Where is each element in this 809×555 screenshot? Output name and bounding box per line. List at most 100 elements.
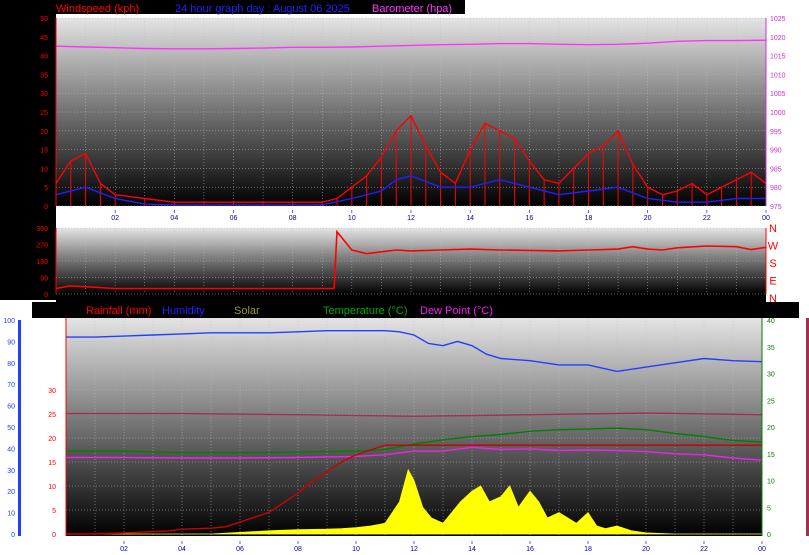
x-tick-label-14: 14 <box>468 546 476 553</box>
wind-y-tick-25: 25 <box>40 110 48 117</box>
humidity-y-ticks: 0 10 20 30 40 50 60 70 80 90 100 <box>3 318 15 539</box>
wind-y-tick-30: 30 <box>40 91 48 98</box>
graph-title: 24 hour graph day : August 06 2025 <box>175 3 350 15</box>
rain-y-tick-20: 20 <box>48 436 56 443</box>
legend-rainfall: Rainfall (mm) <box>86 305 151 317</box>
humidity-y-tick-80: 80 <box>7 361 15 368</box>
windspeed-label: Windspeed (kph) <box>56 3 139 15</box>
x-tick-label-16: 16 <box>526 546 534 553</box>
temp-y-tick-40: 40 <box>767 318 775 325</box>
climate-x-ticks: 02 04 06 08 10 12 14 16 18 20 22 00 <box>120 541 766 553</box>
solar-area <box>66 468 762 535</box>
x-tick-label-22: 22 <box>700 546 708 553</box>
rain-y-tick-10: 10 <box>48 484 56 491</box>
wind-y-tick-20: 20 <box>40 129 48 136</box>
x-tick-label-10: 10 <box>348 215 356 222</box>
x-tick-label-06: 06 <box>236 546 244 553</box>
dir-series <box>55 229 767 290</box>
compass-label-S-2: S <box>769 258 776 270</box>
dir-gridlines <box>55 227 767 295</box>
wind-direction-line <box>55 229 767 290</box>
x-tick-label-14: 14 <box>466 215 474 222</box>
rainfall-line <box>66 444 762 535</box>
dir-y-tick-90: 90 <box>40 276 48 283</box>
wind-y-tick-40: 40 <box>40 54 48 61</box>
temp-y-tick-30: 30 <box>767 372 775 379</box>
humidity-y-tick-90: 90 <box>7 339 15 346</box>
humidity-y-tick-30: 30 <box>7 468 15 475</box>
indoor-temperature-line <box>66 412 763 418</box>
barometer-label: Barometer (hpa) <box>372 3 452 15</box>
x-tick-label-12: 12 <box>407 215 415 222</box>
x-tick-label-22: 22 <box>703 215 711 222</box>
compass-label-N-4: N <box>769 293 777 305</box>
climate-panel: 0 10 20 30 40 50 60 70 80 90 100 0 5 10 15 20 25 30 0 5 10… <box>0 302 809 555</box>
legend-solar: Solar <box>234 305 260 317</box>
wind-y-tick-0: 0 <box>44 204 48 211</box>
x-tick-label-16: 16 <box>525 215 533 222</box>
temp-y-tick-35: 35 <box>767 345 775 352</box>
x-tick-label-08: 08 <box>289 215 297 222</box>
x-tick-label-08: 08 <box>294 546 302 553</box>
baro-y-tick-975: 975 <box>770 204 782 211</box>
baro-y-tick-1020: 1020 <box>770 35 786 42</box>
baro-y-tick-990: 990 <box>770 148 782 155</box>
humidity-y-tick-0: 0 <box>11 532 15 539</box>
dir-y-tick-270: 270 <box>36 243 48 250</box>
wind-y-tick-10: 10 <box>40 166 48 173</box>
humidity-y-tick-60: 60 <box>7 404 15 411</box>
wind-y-tick-5: 5 <box>44 185 48 192</box>
baro-y-tick-1025: 1025 <box>770 16 786 23</box>
legend-humidity: Humidity <box>162 305 205 317</box>
temp-y-ticks: 0 5 10 15 20 25 30 35 40 <box>767 318 775 539</box>
wind-y-tick-50: 50 <box>40 16 48 23</box>
temp-y-tick-10: 10 <box>767 479 775 486</box>
wind-x-ticks: 02 04 06 08 10 12 14 16 18 20 22 00 <box>111 210 770 222</box>
temp-y-tick-0: 0 <box>767 532 771 539</box>
humidity-y-tick-20: 20 <box>7 489 15 496</box>
x-tick-label-02: 02 <box>120 546 128 553</box>
humidity-y-tick-70: 70 <box>7 382 15 389</box>
x-tick-label-20: 20 <box>642 546 650 553</box>
windspeed-average-line <box>55 175 766 206</box>
climate-series <box>66 330 763 535</box>
baro-y-ticks: 975 980 985 990 995 1000 1005 1010 1015 1020 1025 <box>770 16 786 211</box>
humidity-y-tick-50: 50 <box>7 425 15 432</box>
x-tick-label-18: 18 <box>584 546 592 553</box>
wind-y-ticks: 0 5 10 15 20 25 30 35 40 45 50 <box>40 16 48 211</box>
dewpoint-line <box>66 446 763 461</box>
humidity-y-tick-100: 100 <box>3 318 15 325</box>
legend-dewpoint: Dew Point (°C) <box>420 305 493 317</box>
baro-axis-area <box>766 8 809 224</box>
rain-y-tick-30: 30 <box>48 388 56 395</box>
x-tick-label-12: 12 <box>410 546 418 553</box>
compass-label-E-3: E <box>769 276 776 288</box>
wind-y-tick-45: 45 <box>40 35 48 42</box>
rain-y-tick-25: 25 <box>48 412 56 419</box>
dir-bottom-band <box>56 294 766 302</box>
dir-y-tick-180: 180 <box>36 259 48 266</box>
windspeed-line <box>55 114 767 203</box>
temperature-line <box>66 427 763 454</box>
baro-y-tick-1000: 1000 <box>770 110 786 117</box>
compass-label-N-0: N <box>769 223 777 235</box>
x-tick-label-02: 02 <box>111 215 119 222</box>
barometer-line <box>55 39 767 50</box>
wind-y-tick-15: 15 <box>40 148 48 155</box>
humidity-axis-bar <box>18 320 21 536</box>
rain-y-tick-15: 15 <box>48 460 56 467</box>
rain-y-tick-5: 5 <box>52 508 56 515</box>
baro-y-tick-1015: 1015 <box>770 54 786 61</box>
rain-y-tick-0: 0 <box>52 532 56 539</box>
dir-axis-area <box>0 224 56 300</box>
x-tick-label-20: 20 <box>644 215 652 222</box>
x-tick-label-10: 10 <box>352 546 360 553</box>
baro-y-tick-980: 980 <box>770 185 782 192</box>
x-tick-label-00: 00 <box>758 546 766 553</box>
temp-y-tick-15: 15 <box>767 452 775 459</box>
x-tick-label-04: 04 <box>178 546 186 553</box>
rain-y-ticks: 0 5 10 15 20 25 30 <box>48 388 56 539</box>
